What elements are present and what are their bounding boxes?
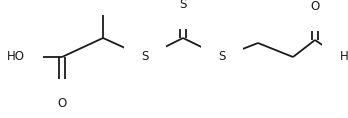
Text: O: O xyxy=(57,97,66,110)
Text: HO: HO xyxy=(7,51,25,63)
Text: O: O xyxy=(310,0,319,13)
Text: S: S xyxy=(141,51,149,63)
Text: HO: HO xyxy=(340,51,348,63)
Text: S: S xyxy=(218,51,226,63)
Text: S: S xyxy=(179,0,187,11)
